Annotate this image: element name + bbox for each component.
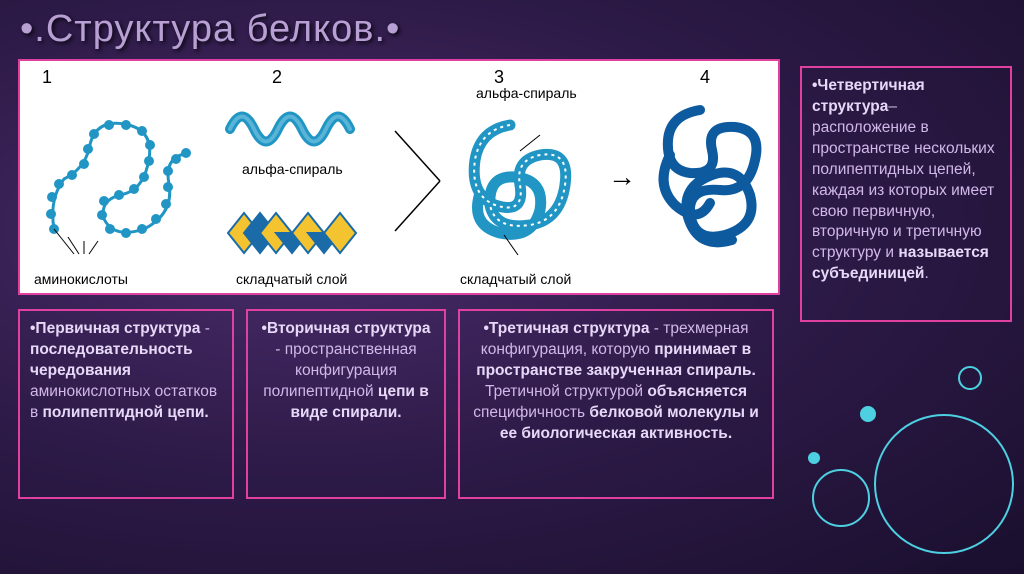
- p-text-3: полипептидной цепи.: [43, 404, 209, 421]
- alpha-helix-label-3: альфа-спираль: [476, 85, 577, 101]
- t-text-3: объясняется: [647, 383, 747, 400]
- primary-text-box: •Первичная структура - последовательност…: [18, 309, 234, 499]
- quaternary-structure-icon: [640, 95, 780, 265]
- decor-circle: [812, 469, 870, 527]
- decor-circle: [808, 452, 820, 464]
- q-text-2: .: [924, 265, 928, 282]
- panel-2-number: 2: [272, 67, 282, 88]
- decor-circle: [874, 414, 1014, 554]
- panel-4-number: 4: [700, 67, 710, 88]
- arrow-icon: →: [608, 161, 636, 193]
- decor-circle: [860, 406, 876, 422]
- secondary-heading: •Вторичная структура: [262, 320, 431, 337]
- t-text-2: Третичной структурой: [485, 383, 647, 400]
- protein-structure-diagram: 1 2 3 4 аминокислоты альфа-спираль: [18, 59, 780, 295]
- decorative-circles: [764, 334, 1024, 574]
- q-text-0: – расположение в пространстве нескольких…: [812, 98, 995, 261]
- primary-structure-icon: [34, 89, 204, 259]
- beta-sheet-label: складчатый слой: [236, 271, 347, 287]
- alpha-helix-label: альфа-спираль: [242, 161, 343, 177]
- p-text-0: -: [200, 320, 209, 337]
- t-text-4: специфичность: [473, 404, 589, 421]
- primary-heading: •Первичная структура: [30, 320, 200, 337]
- secondary-text-box: •Вторичная структура - пространственная …: [246, 309, 446, 499]
- tertiary-text-box: •Третичная структура - трехмерная конфиг…: [458, 309, 774, 499]
- tertiary-heading: •Третичная структура: [484, 320, 650, 337]
- beta-sheet-icon: [220, 201, 380, 261]
- quaternary-heading: •Четвертичная структура: [812, 77, 925, 115]
- beta-sheet-label-3: складчатый слой: [460, 271, 571, 287]
- alpha-helix-icon: [220, 99, 370, 159]
- tertiary-structure-icon: [440, 105, 600, 265]
- decor-circle: [958, 366, 982, 390]
- p-text-1: последовательность чередования: [30, 341, 193, 379]
- slide-title: •.Структура белков.•: [0, 0, 1024, 55]
- quaternary-text-box: •Четвертичная структура– расположение в …: [800, 66, 1012, 322]
- amino-acids-label: аминокислоты: [34, 271, 128, 287]
- panel-1-number: 1: [42, 67, 52, 88]
